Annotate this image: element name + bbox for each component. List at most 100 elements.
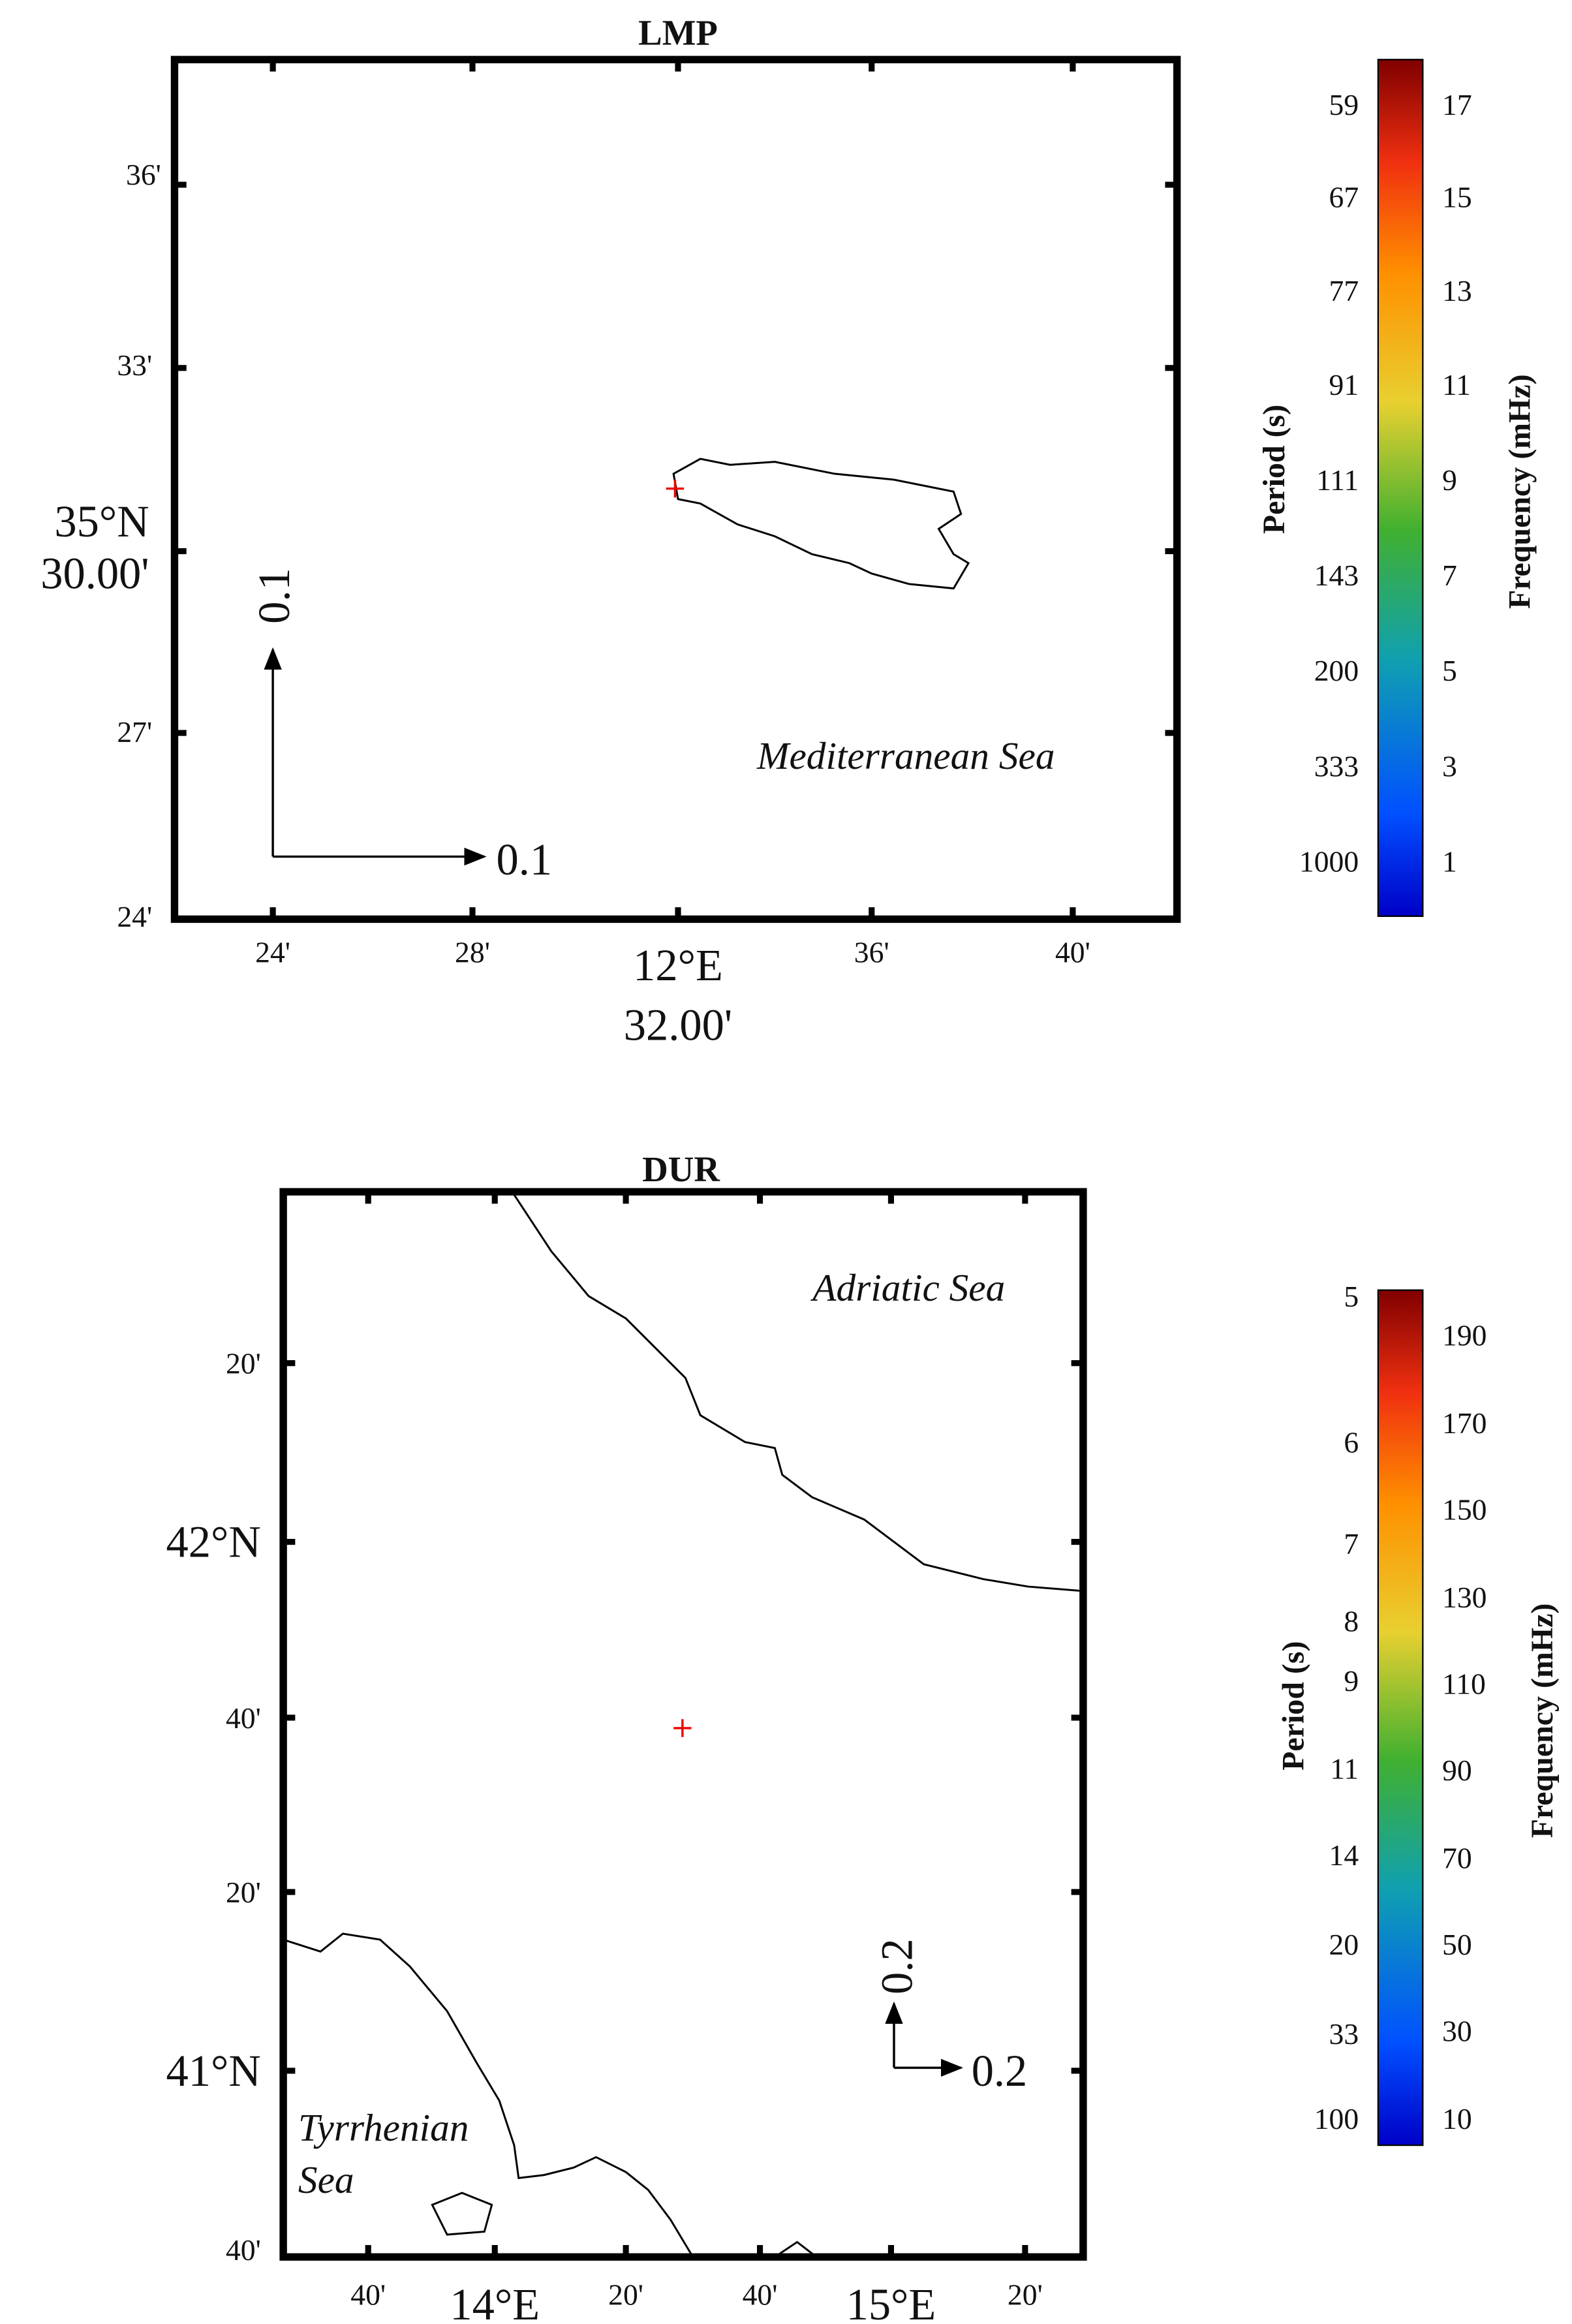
scale-label: 0.2 bbox=[872, 1938, 921, 1994]
coastline bbox=[672, 457, 970, 590]
colorbar-tick-label: 7 bbox=[1442, 559, 1457, 592]
vector-arrow bbox=[635, 394, 648, 411]
scale-label: 0.1 bbox=[249, 568, 299, 624]
sea-label: Adriatic Sea bbox=[810, 1266, 1005, 1309]
vector-arrow bbox=[572, 539, 589, 553]
vector-arrow bbox=[728, 1465, 740, 1482]
vector-arrow bbox=[578, 525, 594, 539]
vector-arrow bbox=[617, 435, 634, 449]
vector-arrow bbox=[727, 1548, 739, 1565]
colorbar-tick-label: 13 bbox=[1442, 274, 1472, 307]
colorbar-tick-label: 11 bbox=[1330, 1752, 1359, 1786]
colorbar-tick-label: 5 bbox=[1442, 654, 1457, 687]
vector-arrow bbox=[810, 1484, 823, 1501]
vector-arrow bbox=[654, 338, 666, 354]
colorbar-tick-label: 143 bbox=[1314, 559, 1359, 592]
colorbar-tick-label: 1 bbox=[1442, 844, 1457, 878]
scale-label: 0.1 bbox=[497, 835, 553, 884]
vector-arrow bbox=[575, 532, 592, 546]
x-tick-label: 40' bbox=[743, 2278, 778, 2311]
sea-label: Tyrrhenian bbox=[298, 2106, 469, 2149]
y-tick-label: 36' bbox=[126, 158, 161, 191]
vector-arrow bbox=[842, 1498, 857, 1514]
vector-arrow bbox=[727, 1557, 739, 1573]
vector-arrow bbox=[599, 473, 615, 486]
x-tick-label: 36' bbox=[854, 936, 889, 969]
vector-arrow bbox=[727, 1565, 738, 1582]
colorbar-tick-label: 20 bbox=[1329, 1928, 1359, 1961]
y-tick-label: 27' bbox=[117, 715, 152, 749]
sea-label: Sea bbox=[298, 2158, 354, 2201]
vector-arrow bbox=[623, 422, 639, 438]
vector-arrow bbox=[664, 310, 676, 326]
vector-arrow bbox=[786, 1474, 798, 1491]
vector-arrow bbox=[859, 1504, 874, 1521]
map-frame bbox=[279, 1188, 1087, 2261]
colorbar-tick-label: 91 bbox=[1329, 368, 1359, 401]
y-tick-label: 40' bbox=[226, 1701, 261, 1735]
vector-arrow bbox=[752, 1465, 764, 1482]
colorbar-tick-label: 7 bbox=[1344, 1527, 1359, 1560]
vector-arrow bbox=[679, 268, 692, 285]
y-tick-label: 35°N bbox=[54, 497, 149, 546]
panel-title: DUR bbox=[642, 1149, 720, 1189]
vector-arrow bbox=[688, 253, 701, 270]
colorbar-tick-label: 9 bbox=[1442, 463, 1457, 497]
vector-arrow bbox=[818, 1487, 831, 1504]
y-tick-label: 40' bbox=[226, 2233, 261, 2267]
y-tick-label: 33' bbox=[117, 349, 152, 382]
vector-arrow bbox=[748, 1465, 760, 1482]
colorbar-tick-label: 150 bbox=[1442, 1493, 1487, 1526]
vector-arrows bbox=[564, 121, 801, 575]
x-tick-label: 12°E bbox=[633, 940, 723, 990]
y-tick-label: 30.00' bbox=[40, 549, 149, 598]
vector-arrow bbox=[763, 1465, 774, 1482]
vector-arrow bbox=[790, 121, 801, 139]
vector-arrow bbox=[739, 187, 750, 204]
colorbar-label: Period (s) bbox=[1276, 1641, 1311, 1771]
station-marker bbox=[673, 1719, 692, 1737]
vector-arrow bbox=[727, 1573, 738, 1590]
vector-arrow bbox=[801, 1481, 815, 1498]
vector-arrow bbox=[649, 352, 661, 369]
vector-arrow bbox=[726, 1513, 738, 1530]
colorbar-tick-label: 5 bbox=[1344, 1280, 1359, 1313]
vector-arrow bbox=[769, 1467, 781, 1485]
vector-arrow bbox=[570, 546, 586, 561]
vector-arrow bbox=[604, 462, 621, 474]
x-tick-label: 24' bbox=[255, 936, 290, 969]
colorbar-tick-label: 33 bbox=[1329, 2017, 1359, 2051]
colorbar-tick-label: 10 bbox=[1442, 2102, 1472, 2135]
vector-arrow bbox=[733, 1465, 745, 1482]
vector-arrow bbox=[794, 1478, 807, 1495]
y-tick-label: 24' bbox=[117, 900, 152, 933]
colorbar-tick-label: 8 bbox=[1344, 1605, 1359, 1638]
coastline bbox=[283, 1932, 818, 2258]
vector-arrow bbox=[607, 457, 624, 469]
vector-arrow bbox=[727, 1582, 738, 1600]
vector-arrow bbox=[726, 1590, 739, 1608]
colorbar-tick-label: 59 bbox=[1329, 88, 1359, 121]
vector-arrow bbox=[585, 505, 603, 518]
x-tick-label: 40' bbox=[350, 2278, 386, 2311]
vector-arrow bbox=[726, 1487, 738, 1504]
panel-title: LMP bbox=[638, 12, 718, 52]
vector-arrow bbox=[588, 499, 606, 510]
vector-arrow bbox=[726, 1479, 738, 1496]
vector-arrow bbox=[620, 429, 636, 444]
colorbar bbox=[1377, 1289, 1424, 2146]
vector-arrow bbox=[645, 365, 656, 382]
x-tick-label: 32.00' bbox=[624, 1000, 732, 1049]
x-tick-label: 15°E bbox=[846, 2280, 936, 2324]
colorbar-tick-label: 130 bbox=[1442, 1581, 1487, 1614]
vector-arrow bbox=[612, 447, 629, 459]
scale-label: 0.2 bbox=[972, 2046, 1028, 2096]
colorbar bbox=[1377, 59, 1424, 917]
colorbar-tick-label: 190 bbox=[1442, 1318, 1487, 1352]
colorbar-tick-label: 6 bbox=[1344, 1426, 1359, 1459]
vector-arrow bbox=[669, 296, 681, 313]
vector-arrow bbox=[777, 138, 789, 155]
vector-arrow bbox=[609, 453, 626, 465]
vector-arrow bbox=[659, 324, 671, 341]
colorbar-label: Frequency (mHz) bbox=[1525, 1604, 1560, 1838]
